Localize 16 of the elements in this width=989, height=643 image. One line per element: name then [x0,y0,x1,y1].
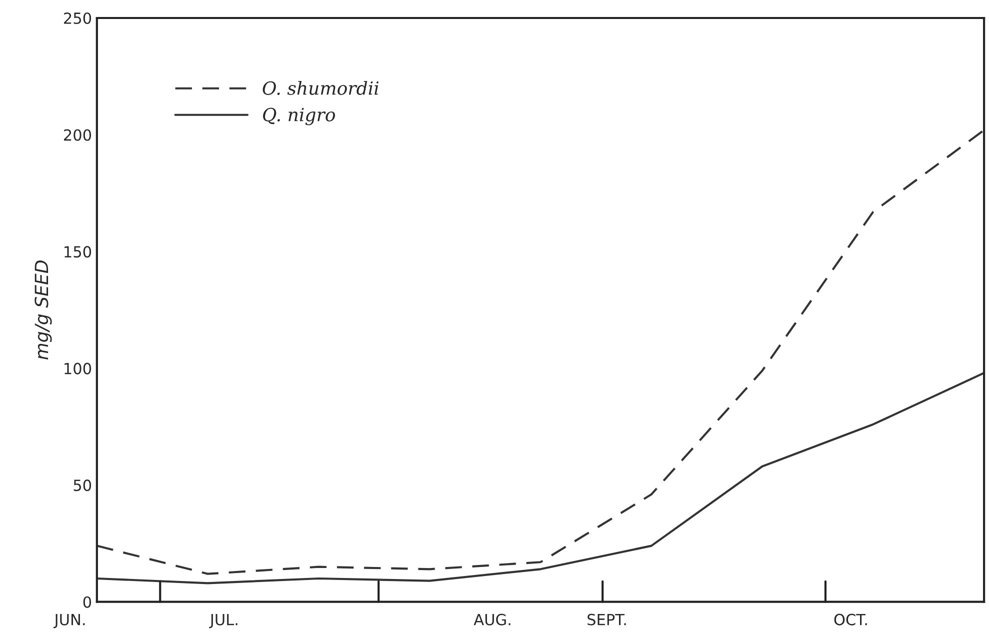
legend-label: Q. nigro [263,108,336,126]
text: AUG. [474,614,510,626]
y-tick-label: 100 [64,362,92,374]
legend-label: O. shumordii [262,80,379,95]
line-series [96,129,984,575]
text: JUL. [209,614,238,628]
y-tick-label: 150 [64,246,92,258]
line-series [96,372,984,584]
y-tick-label: 50 [74,480,92,492]
y-tick-label: 200 [64,129,92,141]
y-tick-label: 250 [64,12,92,24]
text: SEPT. [588,614,626,626]
y-axis-title: mg/g SEED [34,260,52,360]
y-tick-label: 0 [83,596,92,608]
text: JUN. [54,614,85,628]
text: OCT. [834,614,867,626]
